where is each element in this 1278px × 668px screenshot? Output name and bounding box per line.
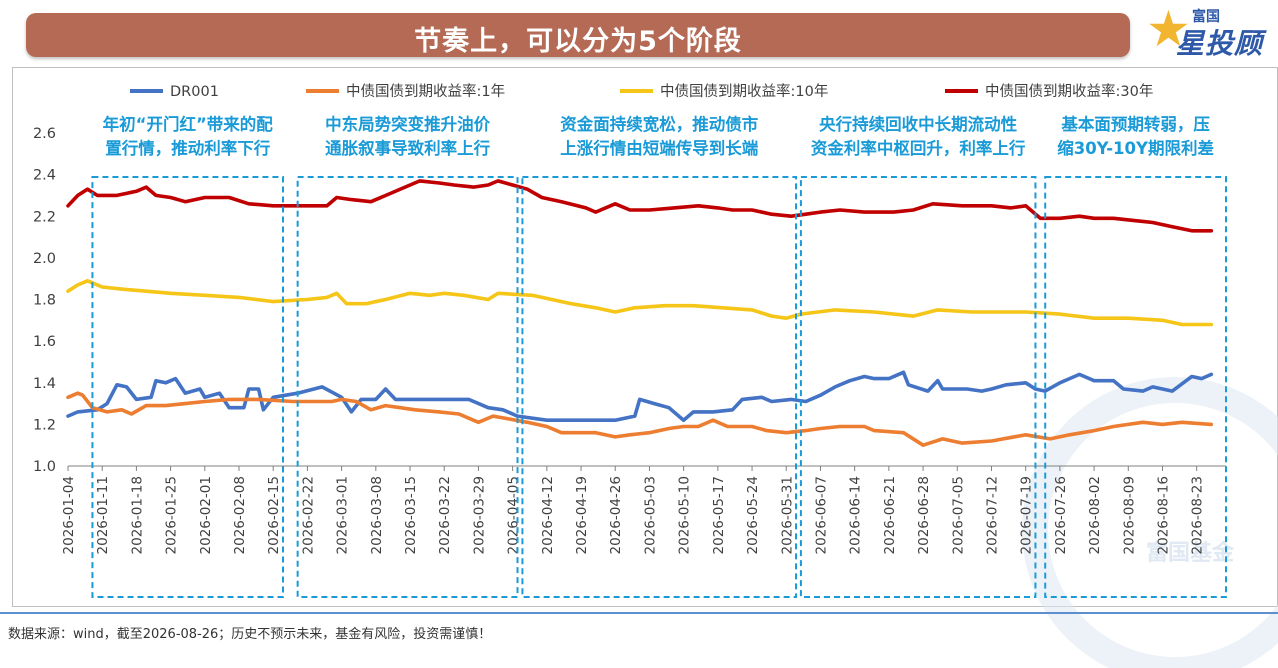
logo-main-text: 星投顾 <box>1176 27 1264 60</box>
x-tick-label: 2026-05-31 <box>779 476 795 554</box>
x-tick-label: 2026-04-19 <box>574 476 590 554</box>
phase-annotation-5: 基本面预期转弱，压 缩30Y-10Y期限利差 <box>996 113 1276 161</box>
phase-annotation-2: 中东局势突变推升油价 通胀叙事导致利率上行 <box>268 113 548 161</box>
y-tick-label: 1.4 <box>33 376 56 392</box>
phase-annotation-line1: 年初“开门红”带来的配 <box>102 115 273 134</box>
y-tick-label: 2.6 <box>33 126 56 142</box>
series-line-3 <box>66 179 1214 233</box>
legend-label-0: DR001 <box>170 84 219 100</box>
phase-annotation-line1: 基本面预期转弱，压 <box>1061 115 1210 134</box>
phase-annotation-line2: 通胀叙事导致利率上行 <box>325 139 491 158</box>
x-tick-label: 2026-04-05 <box>506 476 522 554</box>
series-line-1 <box>66 391 1214 448</box>
footer-source: 数据来源：wind，截至2026-08-26；历史不预示未来，基金有风险，投资需… <box>8 627 492 642</box>
x-tick-label: 2026-06-28 <box>916 476 932 554</box>
watermark-text: 富国基金 <box>1146 540 1235 566</box>
x-tick-label: 2026-08-23 <box>1190 476 1206 554</box>
x-tick-label: 2026-02-15 <box>266 476 282 554</box>
phase-annotation-3: 资金面持续宽松，推动债市 上涨行情由短端传导到长端 <box>519 113 799 161</box>
series-line-2 <box>66 278 1214 327</box>
x-tick-label: 2026-06-21 <box>882 476 898 554</box>
x-tick-label: 2026-07-19 <box>1019 476 1035 554</box>
y-tick-label: 2.4 <box>33 168 56 184</box>
x-tick-label: 2026-04-26 <box>608 476 624 554</box>
legend-label-2: 中债国债到期收益率:10年 <box>660 83 828 100</box>
legend-label-1: 中债国债到期收益率:1年 <box>346 83 505 100</box>
x-tick-label: 2026-03-22 <box>437 476 453 554</box>
phase-annotation-line2: 置行情，推动利率下行 <box>105 139 271 158</box>
footer-divider <box>0 612 1278 614</box>
page-title: 节奏上，可以分为5个阶段 <box>414 26 742 57</box>
x-tick-label: 2026-03-15 <box>403 476 419 554</box>
phase-annotation-1: 年初“开门红”带来的配 置行情，推动利率下行 <box>48 113 328 161</box>
x-tick-label: 2026-05-17 <box>711 476 727 554</box>
x-tick-label: 2026-03-29 <box>471 476 487 554</box>
x-tick-label: 2026-02-22 <box>300 476 316 554</box>
star-icon: ★ <box>1146 0 1191 58</box>
x-tick-label: 2026-02-01 <box>198 476 214 554</box>
phase-annotation-line1: 资金面持续宽松，推动债市 <box>560 115 759 134</box>
x-tick-label: 2026-05-10 <box>677 476 693 554</box>
x-tick-label: 2026-03-01 <box>335 476 351 554</box>
logo: ★ 富国 星投顾 <box>1146 2 1272 62</box>
x-tick-label: 2026-01-25 <box>164 476 180 554</box>
phase-annotation-line2: 上涨行情由短端传导到长端 <box>560 139 759 158</box>
x-tick-label: 2026-07-05 <box>950 476 966 554</box>
phase-annotation-line1: 央行持续回收中长期流动性 <box>819 115 1018 134</box>
x-tick-label: 2026-01-04 <box>61 476 77 554</box>
series-line-0 <box>66 370 1214 423</box>
y-tick-label: 2.0 <box>33 251 56 267</box>
x-tick-label: 2026-06-14 <box>848 476 864 554</box>
phase-box-4 <box>799 176 1037 598</box>
phase-annotation-4: 央行持续回收中长期流动性 资金利率中枢回升，利率上行 <box>778 113 1058 161</box>
x-tick-label: 2026-08-02 <box>1087 476 1103 554</box>
y-tick-label: 2.2 <box>33 209 56 225</box>
x-tick-label: 2026-06-07 <box>813 476 829 554</box>
x-tick-label: 2026-05-03 <box>642 476 658 554</box>
title-bar: 节奏上，可以分为5个阶段 <box>26 13 1130 57</box>
x-tick-label: 2026-01-18 <box>129 476 145 554</box>
x-tick-label: 2026-08-16 <box>1155 476 1171 554</box>
x-tick-label: 2026-08-09 <box>1121 476 1137 554</box>
phase-box-5 <box>1044 176 1228 598</box>
phase-box-1 <box>91 176 284 598</box>
x-tick-label: 2026-07-26 <box>1053 476 1069 554</box>
y-tick-label: 1.0 <box>33 459 56 475</box>
x-tick-label: 2026-04-12 <box>540 476 556 554</box>
logo-top-text: 富国 <box>1192 9 1220 25</box>
phase-annotation-line1: 中东局势突变推升油价 <box>325 115 491 134</box>
y-tick-label: 1.6 <box>33 334 56 350</box>
y-tick-label: 1.2 <box>33 417 56 433</box>
x-tick-label: 2026-07-12 <box>984 476 1000 554</box>
x-tick-label: 2026-03-08 <box>369 476 385 554</box>
x-tick-label: 2026-05-24 <box>745 476 761 554</box>
phase-annotation-line2: 缩30Y-10Y期限利差 <box>1057 139 1214 158</box>
y-tick-label: 1.8 <box>33 293 56 309</box>
phase-box-3 <box>521 176 798 598</box>
phase-annotation-line2: 资金利率中枢回升，利率上行 <box>810 139 1026 158</box>
x-tick-label: 2026-01-11 <box>95 476 111 554</box>
x-tick-label: 2026-02-08 <box>232 476 248 554</box>
legend-label-3: 中债国债到期收益率:30年 <box>985 83 1153 100</box>
